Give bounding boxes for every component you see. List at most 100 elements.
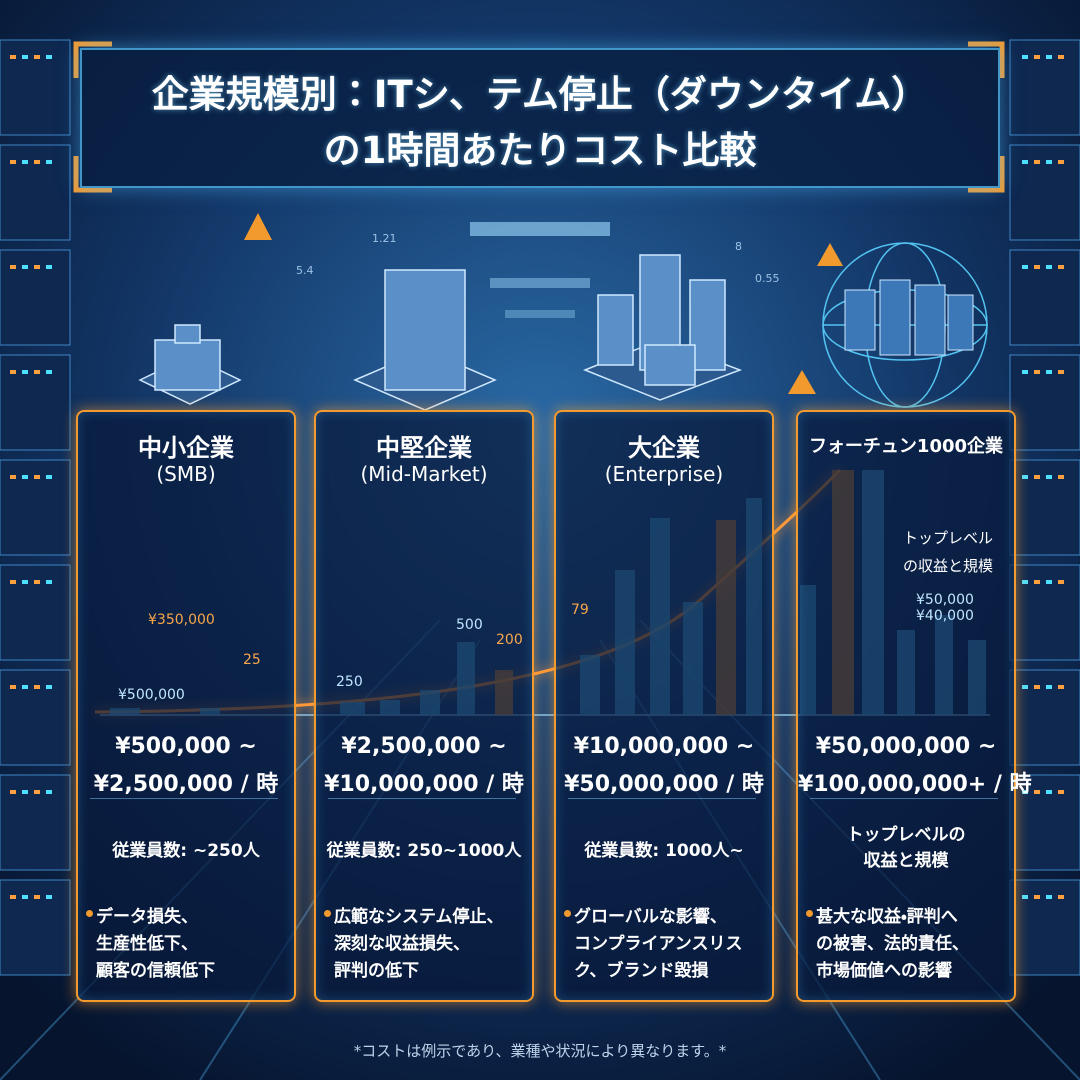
rack-light [10,55,16,59]
rack-light [10,265,16,269]
rack-light [1022,685,1028,689]
rack-light [1022,475,1028,479]
bullet [564,910,571,917]
rack [1009,774,1080,871]
chart-label: 79 [571,602,589,618]
rack-light [34,55,40,59]
rack-light [1034,790,1040,794]
rack-light [1046,370,1052,374]
rack-light [10,475,16,479]
column-card: 大企業 (Enterprise) 79 ¥10,000,000 ~ ¥50,000,00… [554,410,774,1002]
rack-light [1058,55,1064,59]
cost-line: ¥50,000,000 / 時 [564,772,764,797]
footnote: *コストは例示であり、業種や状況により異なります。* [353,1042,727,1060]
rack [1009,879,1080,976]
bullet [324,910,331,917]
employee-count: 従業員数: ~250人 [112,841,260,861]
rack-light [34,580,40,584]
cost-line: ¥2,500,000 ~ [341,734,507,759]
rack-light [22,685,28,689]
rack-light [34,895,40,899]
rack-light [1058,895,1064,899]
rack [0,354,71,451]
impact-text: 広範なシステム停止、 [334,907,504,927]
rack-light [22,580,28,584]
column-subtitle: (Mid-Market) [360,462,488,486]
rack-light [34,685,40,689]
rack [1009,459,1080,556]
rack-light [22,55,28,59]
impact-text: ク、ブランド毀損 [574,961,709,981]
rack-light [1022,790,1028,794]
impact-text: 市場価値への影響 [816,961,952,981]
employee-count: トップレベルの [846,825,966,845]
rack-light [1058,265,1064,269]
column-subtitle: (Enterprise) [604,462,724,486]
impact-text: 甚大な収益・評判へ [816,907,958,927]
chart-label: ¥40,000 [916,608,974,624]
rack-light [46,265,52,269]
impact-text: の被害、法的責任、 [816,934,969,954]
rack-light [1034,370,1040,374]
rack-light [1034,685,1040,689]
rack-light [1034,265,1040,269]
rack-light [10,790,16,794]
rack-light [1058,685,1064,689]
bullet [806,910,813,917]
column-card: 中小企業 (SMB) ¥350,000 25 ¥500,000 ¥500,000 ~ ¥2,… [76,410,296,1002]
rack-light [1022,160,1028,164]
cost-line: ¥2,500,000 / 時 [93,772,279,797]
rack-light [1046,160,1052,164]
rack-light [1022,265,1028,269]
rack-light [1022,55,1028,59]
rack-light [1046,790,1052,794]
rack-light [10,580,16,584]
rack [1009,249,1080,346]
rack-light [10,895,16,899]
impact-text: データ損失、 [96,907,198,927]
chart-label: ¥350,000 [148,612,215,628]
cost-line: ¥100,000,000+ / 時 [798,772,1032,797]
divider [90,798,278,799]
rack-light [1046,475,1052,479]
column-name: フォーチュン1000企業 [808,436,1004,457]
chart-label: トップレベル [903,529,994,547]
rack-light [34,160,40,164]
rack-light [46,685,52,689]
employee-count: 従業員数: 250~1000人 [326,841,522,861]
rack [0,564,71,661]
rack-light [1034,580,1040,584]
impact-text: 顧客の信頼低下 [96,961,215,981]
employee-count: 収益と規模 [863,851,949,871]
title-box: 企業規模別：ITシ、テム停止（ダウンタイム） の1時間あたりコスト比較 [80,48,1000,188]
title-line: 企業規模別：ITシ、テム停止（ダウンタイム） [151,73,929,116]
rack-light [46,580,52,584]
rack-light [46,790,52,794]
column-subtitle: (SMB) [156,462,216,486]
rack-light [10,160,16,164]
bullet [86,910,93,917]
rack-light [22,160,28,164]
background-label: 8 [735,240,742,253]
divider [328,798,516,799]
rack-light [46,370,52,374]
rack-light [1046,895,1052,899]
rack-light [1022,895,1028,899]
rack-light [1022,580,1028,584]
chart-label: ¥500,000 [118,687,185,703]
chart-label: ¥50,000 [916,592,974,608]
rack-light [1058,475,1064,479]
rack-light [34,370,40,374]
rack-light [1034,475,1040,479]
rack-light [1058,790,1064,794]
rack-light [22,475,28,479]
rack-light [1034,895,1040,899]
rack [0,249,71,346]
rack [1009,669,1080,766]
rack-light [34,475,40,479]
rack-light [1046,265,1052,269]
impact-text: 評判の低下 [334,961,419,981]
chart-label: 200 [496,632,523,648]
divider [810,798,998,799]
